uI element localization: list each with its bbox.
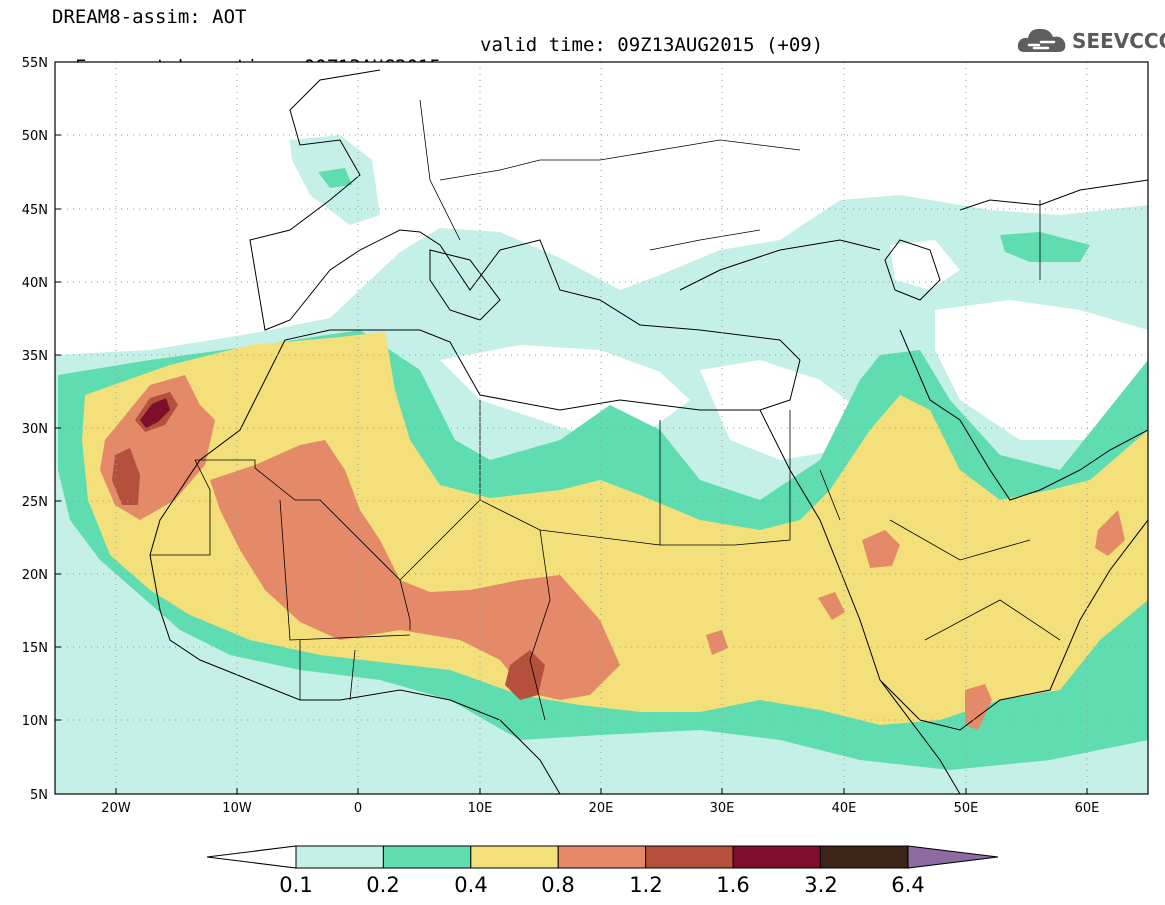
colorbar-swatch xyxy=(732,845,821,869)
cloud-icon xyxy=(1017,28,1066,52)
aot-band-0.2-france xyxy=(318,168,352,188)
lon-label: 10W xyxy=(222,801,252,816)
aot-band-0.2-caspian xyxy=(1000,232,1090,262)
lon-label: 30E xyxy=(710,801,735,816)
colorbar-labels: 0.1 0.2 0.4 0.8 1.2 1.6 3.2 6.4 xyxy=(279,873,924,897)
colorbar-swatch xyxy=(819,845,909,869)
seevccc-logo: SEEVCCC xyxy=(1016,22,1165,58)
aot-band-0.8 xyxy=(210,440,620,700)
lon-label: 50E xyxy=(954,801,979,816)
colorbar-label: 1.2 xyxy=(629,873,662,897)
colorbar-label: 0.4 xyxy=(454,873,487,897)
colorbar-label: 0.8 xyxy=(541,873,574,897)
aot-band-1.6 xyxy=(140,398,170,428)
lon-label: 0 xyxy=(354,801,362,816)
lon-label: 10E xyxy=(468,801,493,816)
aot-band-0.8-arabia xyxy=(862,530,900,568)
colorbar-swatch xyxy=(295,845,384,869)
lat-label: 55N xyxy=(22,56,48,71)
aot-hole-caspian xyxy=(890,240,960,290)
aot-band-0.8-oman xyxy=(1095,510,1125,556)
lon-label: 40E xyxy=(832,801,857,816)
valid-time-label: valid time: 09Z13AUG2015 (+09) xyxy=(480,34,824,56)
country-borders xyxy=(150,99,1061,721)
colorbar-label: 6.4 xyxy=(891,873,924,897)
colorbar-label: 3.2 xyxy=(804,873,837,897)
lat-label: 30N xyxy=(22,422,48,437)
lon-label: 20W xyxy=(101,801,131,816)
aot-hole-iran xyxy=(935,300,1148,440)
aot-band-0.8-redsea xyxy=(818,592,845,620)
lat-label: 5N xyxy=(30,788,48,803)
tick-marks xyxy=(55,61,1088,795)
colorbar-swatches xyxy=(295,845,909,869)
colorbar-label: 0.1 xyxy=(279,873,312,897)
grid-lines xyxy=(55,62,1148,794)
colorbar-label: 0.2 xyxy=(366,873,399,897)
aot-band-0.8-horn xyxy=(965,684,992,730)
logo-text: SEEVCCC xyxy=(1072,29,1165,53)
colorbar-low-arrow xyxy=(206,845,297,869)
colorbar-high-arrow xyxy=(907,845,999,869)
chart-title: DREAM8-assim: AOT xyxy=(52,6,247,28)
colorbar-swatch xyxy=(557,845,647,869)
lat-label: 20N xyxy=(22,568,48,583)
lon-tick-labels: 20W 10W 0 10E 20E 30E 40E 50E 60E xyxy=(101,801,1099,816)
lat-label: 25N xyxy=(22,495,48,510)
aot-hole-levant xyxy=(700,360,860,460)
lat-label: 40N xyxy=(22,276,48,291)
lon-label: 60E xyxy=(1075,801,1100,816)
aot-band-1.2-chad xyxy=(505,650,545,700)
colorbar-swatch xyxy=(382,845,472,869)
colorbar-swatch xyxy=(645,845,734,869)
lat-label: 45N xyxy=(22,203,48,218)
colorbar-label: 1.6 xyxy=(716,873,749,897)
lat-label: 15N xyxy=(22,641,48,656)
colorbar-swatch xyxy=(470,845,559,869)
aot-band-1.2 xyxy=(112,448,140,505)
colorbar: 0.1 0.2 0.4 0.8 1.2 1.6 3.2 6.4 xyxy=(206,845,999,897)
lat-label: 10N xyxy=(22,714,48,729)
aot-band-0.8-sudan xyxy=(706,630,728,655)
lat-label: 35N xyxy=(22,349,48,364)
lon-label: 20E xyxy=(589,801,614,816)
lat-tick-labels: 55N 50N 45N 40N 35N 30N 25N 20N 15N 10N … xyxy=(22,56,48,803)
lat-label: 50N xyxy=(22,129,48,144)
